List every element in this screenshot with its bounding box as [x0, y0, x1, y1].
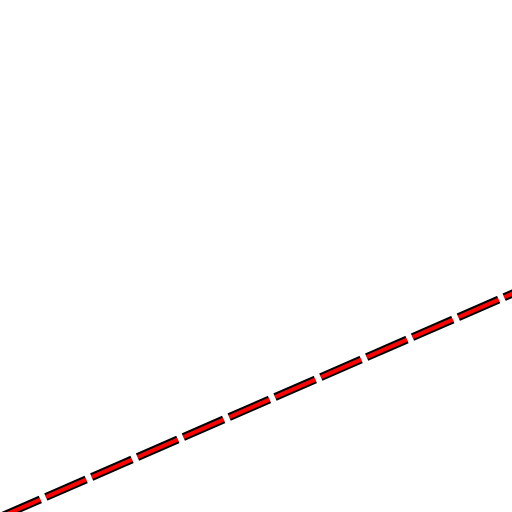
dashed-line	[6, 291, 512, 512]
